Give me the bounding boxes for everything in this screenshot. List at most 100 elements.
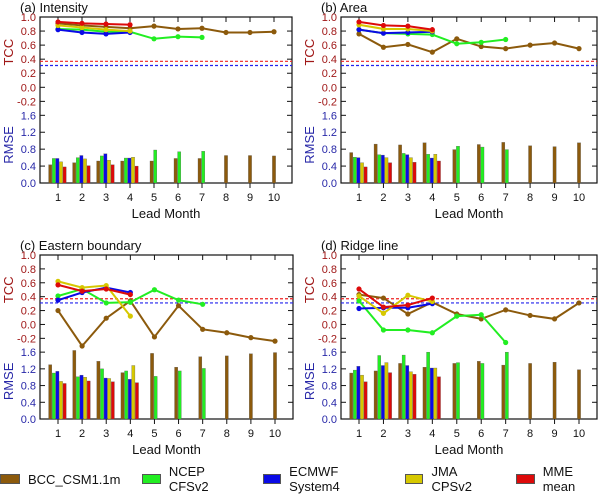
tcc-point: [79, 24, 85, 31]
legend-swatch: [142, 474, 161, 484]
rmse-bar: [131, 157, 135, 184]
rmse-bar: [373, 370, 378, 420]
rmse-bar: [360, 162, 364, 184]
tcc-point: [127, 22, 133, 28]
tcc-point: [127, 28, 133, 34]
rmse-bar: [79, 374, 84, 420]
rmse-bar: [153, 149, 157, 184]
tcc-point: [356, 27, 362, 33]
rmse-bar: [528, 363, 532, 420]
x-tick-label: 5: [454, 428, 460, 440]
tcc-point: [405, 292, 411, 298]
tcc-axis-label: TCC: [302, 276, 317, 303]
tcc-point: [224, 330, 230, 336]
panel-title: (a) Intensity: [20, 0, 88, 15]
rmse-bar: [456, 362, 460, 420]
rmse-bar: [381, 154, 385, 184]
tcc-tick-label: 0.8: [21, 26, 36, 38]
rmse-bar: [505, 149, 509, 184]
rmse-bar: [149, 160, 154, 184]
rmse-bar: [433, 154, 438, 184]
rmse-bar: [100, 368, 104, 420]
rmse-tick-label: 1.2: [322, 127, 337, 139]
x-tick-label: 1: [356, 428, 362, 440]
tcc-line: [57, 22, 275, 34]
rmse-bar: [552, 146, 557, 184]
rmse-bar: [198, 356, 203, 420]
tcc-point: [79, 29, 85, 36]
tcc-point: [405, 327, 411, 333]
panel-title: (d) Ridge line: [321, 238, 398, 253]
tcc-line: [57, 24, 131, 33]
tcc-point: [200, 326, 206, 332]
rmse-bar: [501, 364, 506, 420]
rmse-bar: [273, 352, 277, 420]
tcc-tick-label: 0.4: [322, 292, 337, 304]
rmse-tick-label: 0.4: [322, 161, 337, 173]
rmse-bar: [178, 370, 182, 420]
rmse-bar: [409, 157, 413, 184]
rmse-bar: [100, 155, 104, 184]
tcc-tick-label: -0.2: [17, 333, 36, 345]
tcc-axis-label: TCC: [302, 39, 317, 66]
rmse-bar: [412, 162, 417, 184]
rmse-bar: [388, 162, 392, 184]
x-tick-label: 10: [573, 428, 585, 440]
tcc-tick-label: -0.2: [318, 333, 337, 345]
rmse-bar: [202, 368, 206, 420]
rmse-axis-label: RMSE: [302, 126, 317, 164]
rmse-bar: [107, 160, 111, 184]
tcc-point: [55, 19, 61, 25]
rmse-bar: [422, 367, 427, 420]
tcc-point: [429, 49, 435, 55]
rmse-bar: [52, 372, 56, 420]
rmse-bar: [201, 151, 205, 184]
tcc-point: [478, 39, 484, 45]
legend-swatch: [405, 474, 424, 484]
x-tick-label: 3: [103, 192, 109, 204]
tcc-point: [551, 316, 558, 322]
rmse-tick-label: 0.0: [322, 178, 337, 190]
x-tick-label: 9: [551, 192, 557, 204]
rmse-bar: [480, 146, 485, 184]
x-tick-label: 9: [551, 428, 557, 440]
rmse-bar: [107, 378, 111, 420]
rmse-tick-label: 0.4: [322, 397, 337, 409]
legend-swatch: [0, 474, 20, 484]
rmse-tick-label: 0.0: [21, 414, 36, 426]
legend-swatch: [516, 474, 535, 484]
rmse-bar: [83, 377, 87, 420]
chart-panel: (c) Eastern boundary1.00.80.60.40.20.0-0…: [1, 238, 294, 457]
tcc-point: [503, 36, 509, 43]
rmse-bar: [401, 354, 406, 420]
rmse-tick-label: 0.8: [322, 381, 337, 393]
rmse-bar: [103, 377, 108, 420]
rmse-bar: [398, 144, 402, 184]
rmse-bar: [62, 166, 67, 184]
tcc-point: [380, 44, 387, 50]
tcc-tick-label: 0.0: [322, 82, 337, 94]
tcc-tick-label: 1.0: [322, 12, 337, 24]
tcc-point: [175, 34, 181, 40]
tcc-tick-label: 0.0: [322, 319, 337, 331]
x-tick-label: 7: [200, 428, 206, 440]
tcc-point: [103, 31, 109, 37]
rmse-bar: [131, 365, 136, 420]
tcc-point: [356, 31, 362, 37]
rmse-bar: [384, 157, 389, 184]
rmse-bar: [363, 166, 368, 184]
x-tick-label: 3: [103, 428, 109, 440]
rmse-bar: [83, 158, 87, 184]
rmse-bar: [384, 362, 389, 420]
rmse-bar: [377, 154, 381, 184]
rmse-bar: [426, 154, 430, 184]
x-tick-label: 9: [247, 192, 253, 204]
rmse-tick-label: 1.2: [21, 127, 36, 139]
rmse-bar: [405, 365, 410, 420]
tcc-point: [55, 282, 61, 288]
x-tick-label: 3: [405, 192, 411, 204]
rmse-bar: [349, 152, 353, 184]
tcc-tick-label: 0.8: [322, 264, 337, 276]
tcc-point: [576, 46, 582, 52]
